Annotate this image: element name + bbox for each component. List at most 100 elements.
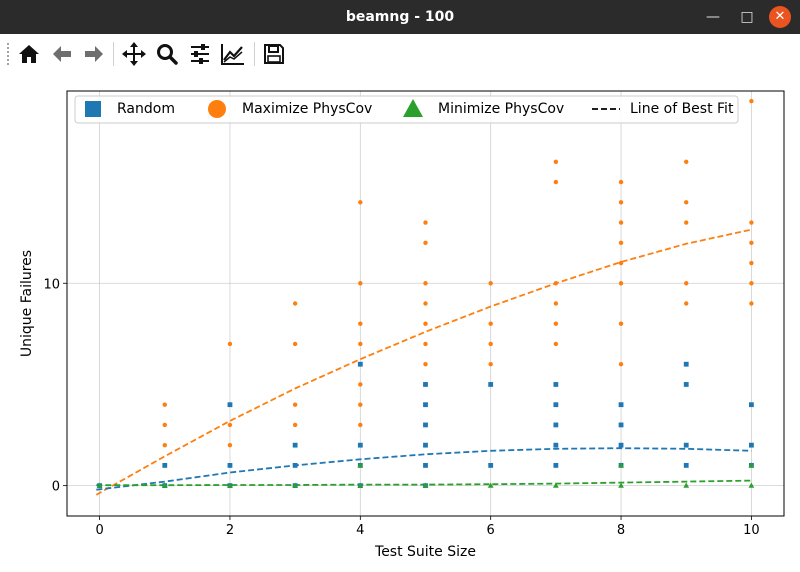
data-point: [423, 321, 428, 326]
data-point: [423, 442, 428, 448]
zoom-icon[interactable]: [152, 39, 182, 69]
data-point: [684, 301, 689, 306]
data-point: [161, 482, 168, 488]
data-point: [162, 463, 168, 468]
y-tick-label: 10: [43, 277, 60, 292]
data-point: [358, 341, 363, 347]
data-point: [292, 422, 298, 428]
data-point: [227, 422, 233, 428]
data-point: [683, 442, 689, 448]
data-point: [423, 281, 428, 286]
data-point: [423, 220, 428, 225]
y-tick-label: 0: [52, 480, 60, 495]
data-point: [749, 98, 754, 104]
data-point: [553, 422, 559, 428]
data-point: [423, 240, 428, 245]
data-point: [488, 463, 494, 468]
data-point: [684, 220, 689, 225]
data-point: [162, 442, 167, 448]
pan-icon[interactable]: [119, 39, 149, 69]
best-fit-line: [96, 447, 752, 491]
toolbar-separator: [254, 42, 255, 66]
data-point: [749, 402, 754, 408]
minimize-button[interactable]: —: [706, 9, 720, 25]
customize-icon[interactable]: [218, 39, 248, 69]
data-point: [618, 220, 624, 225]
data-point: [683, 463, 689, 468]
legend-label: Maximize PhysCov: [242, 101, 372, 117]
data-point: [684, 200, 689, 205]
data-point: [749, 301, 754, 306]
data-point: [358, 321, 363, 326]
data-point: [423, 402, 428, 408]
save-icon[interactable]: [259, 39, 289, 69]
legend-circle-swatch: [208, 100, 226, 118]
toolbar-separator: [113, 42, 114, 66]
data-point: [618, 462, 624, 468]
data-point: [553, 281, 559, 286]
legend-square-swatch: [85, 101, 101, 117]
legend-label: Line of Best Fit: [630, 101, 734, 117]
data-point: [162, 422, 167, 428]
data-point: [96, 482, 103, 488]
close-button[interactable]: ✕: [769, 6, 791, 28]
data-point: [553, 179, 559, 185]
best-fit-line: [95, 228, 752, 496]
data-point: [618, 362, 624, 367]
data-point: [227, 442, 233, 448]
back-icon[interactable]: [47, 39, 77, 69]
data-point: [618, 260, 624, 266]
data-point: [684, 281, 689, 286]
x-axis-label: Test Suite Size: [374, 544, 476, 560]
toolbar: [0, 34, 800, 75]
scatter-chart[interactable]: 0 2 4 6 8 10 0 10 Test Suite Size Unique Failures…: [0, 74, 800, 572]
data-point: [423, 422, 428, 428]
plot-frame: [66, 90, 785, 517]
data-point: [683, 361, 689, 367]
legend: Random Maximize PhysCov Minimize PhysCov Li…: [74, 95, 739, 124]
data-point: [552, 482, 559, 488]
data-point: [553, 321, 559, 326]
data-point: [357, 361, 363, 367]
data-point: [684, 159, 689, 165]
maximize-button[interactable]: □: [740, 9, 754, 25]
data-point: [553, 301, 559, 306]
y-axis-label: Unique Failures: [19, 250, 35, 357]
home-icon[interactable]: [14, 39, 44, 69]
data-point: [618, 402, 624, 408]
data-point: [553, 382, 559, 387]
data-point: [358, 200, 363, 205]
data-point: [358, 402, 363, 407]
data-point: [423, 382, 428, 387]
subplots-icon[interactable]: [185, 39, 215, 69]
data-point: [423, 362, 428, 367]
data-point: [749, 281, 754, 286]
data-point: [488, 281, 493, 286]
data-point: [488, 321, 493, 326]
data-point: [357, 442, 363, 448]
data-point: [488, 362, 493, 367]
forward-icon[interactable]: [79, 39, 109, 69]
data-point: [358, 422, 363, 428]
x-tick-label: 2: [226, 523, 234, 538]
data-point: [487, 482, 494, 488]
data-point: [227, 402, 233, 408]
data-point: [749, 260, 754, 266]
data-point: [357, 462, 364, 468]
toolbar-grip[interactable]: [6, 42, 10, 66]
data-point: [749, 442, 754, 448]
x-tick-label: 10: [743, 523, 760, 538]
data-point: [227, 463, 233, 468]
data-point: [358, 281, 363, 286]
data-point: [553, 341, 559, 347]
data-point: [749, 220, 754, 225]
data-point: [358, 382, 363, 387]
data-point: [748, 462, 755, 468]
x-tick-label: 4: [356, 523, 364, 538]
data-point: [553, 159, 559, 165]
title-bar: beamng - 100 — □ ✕: [0, 0, 800, 34]
data-point: [553, 402, 559, 408]
data-point: [227, 341, 233, 347]
data-point: [423, 463, 428, 468]
data-point: [423, 301, 428, 306]
